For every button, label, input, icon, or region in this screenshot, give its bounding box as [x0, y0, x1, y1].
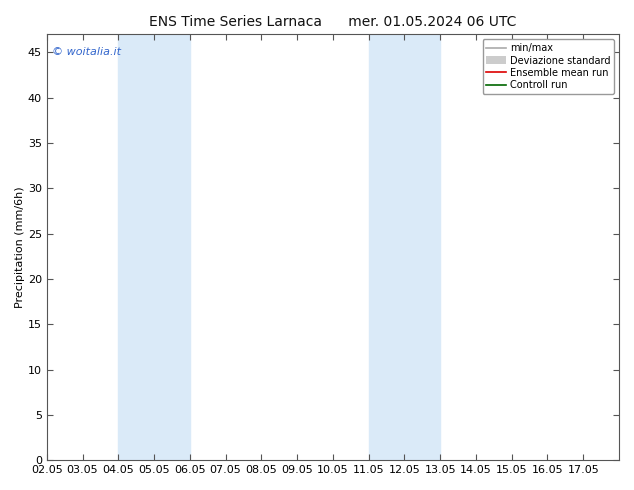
Title: ENS Time Series Larnaca      mer. 01.05.2024 06 UTC: ENS Time Series Larnaca mer. 01.05.2024 … [149, 15, 517, 29]
Y-axis label: Precipitation (mm/6h): Precipitation (mm/6h) [15, 186, 25, 308]
Legend: min/max, Deviazione standard, Ensemble mean run, Controll run: min/max, Deviazione standard, Ensemble m… [482, 39, 614, 94]
Text: © woitalia.it: © woitalia.it [53, 47, 122, 57]
Bar [119, 34, 190, 460]
Bar [368, 34, 440, 460]
